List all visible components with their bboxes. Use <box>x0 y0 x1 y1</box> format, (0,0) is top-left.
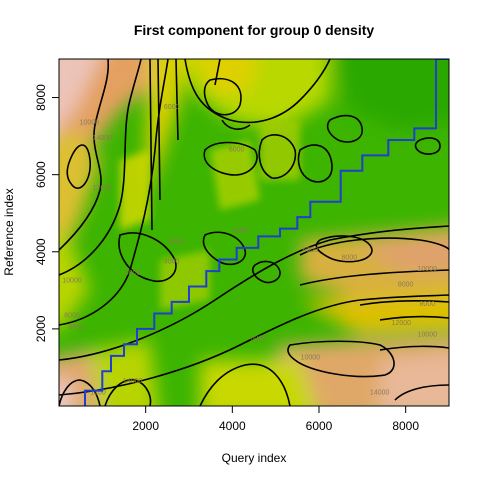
x-tick-label: 4000 <box>219 419 246 433</box>
contour-line <box>149 59 179 231</box>
contour-line <box>59 379 101 406</box>
contour-line <box>203 78 242 116</box>
contour-line <box>299 237 449 286</box>
contour-line <box>118 232 177 282</box>
contour-label: 1200 <box>90 389 106 396</box>
contour-line <box>59 294 449 396</box>
contour-lines <box>59 59 449 406</box>
contour-label: 4000 <box>168 239 184 246</box>
chart-title: First component for group 0 density <box>134 22 375 38</box>
x-tick-label: 6000 <box>306 419 333 433</box>
contour-label: 6000 <box>229 147 245 154</box>
contour-label: 12000 <box>392 320 412 327</box>
contour-label: 14000 <box>370 389 390 396</box>
x-axis-label: Query index <box>222 451 287 465</box>
contour-label: 8000 <box>420 301 436 308</box>
y-tick-label: 8000 <box>34 84 48 111</box>
contour-label: 14000 <box>93 135 113 142</box>
contour-label: 6000 <box>303 247 319 254</box>
contour-line <box>258 134 297 179</box>
y-tick-label: 2000 <box>34 315 48 342</box>
contour-line <box>104 379 152 406</box>
contour-line <box>199 363 291 406</box>
x-axis: 2000 4000 6000 8000 <box>132 405 419 433</box>
contour-label: 8000 <box>69 324 85 331</box>
y-tick-label: 4000 <box>34 238 48 265</box>
contour-label: 10000 <box>80 120 100 127</box>
contour-line <box>414 137 441 155</box>
y-tick-label: 6000 <box>34 161 48 188</box>
contour-label: 10000 <box>301 355 321 362</box>
y-axis-label: Reference index <box>2 188 16 275</box>
contour-line <box>59 59 142 276</box>
contour-label: 6000 <box>251 335 267 342</box>
contour-label: 10000 <box>62 278 82 285</box>
contour-line <box>379 345 449 401</box>
contour-label: 8000 <box>64 312 80 319</box>
contour-line <box>59 59 110 251</box>
contour-line <box>66 144 91 189</box>
y-axis: 2000 4000 6000 8000 <box>34 84 60 342</box>
contour-label: 10000 <box>418 332 438 339</box>
contour-label: 12000 <box>93 185 113 192</box>
contour-label: 6000 <box>164 104 180 111</box>
contour-label: 8000 <box>342 254 358 261</box>
contour-line <box>297 144 333 183</box>
contour-line <box>202 231 247 266</box>
contour-label: 8000 <box>398 281 414 288</box>
contour-line <box>59 225 449 361</box>
contour-label: 10000 <box>418 266 438 273</box>
contour-label: 4000 <box>233 228 249 235</box>
x-tick-label: 2000 <box>132 419 159 433</box>
contour-line <box>252 260 281 284</box>
contour-line <box>184 59 331 124</box>
contour-line <box>359 299 449 321</box>
contour-label: 4000 <box>164 258 180 265</box>
contour-line <box>214 59 251 130</box>
x-tick-label: 8000 <box>392 419 419 433</box>
contour-labels: 10000 14000 12000 10000 8000 6000 4000 6000 4000… <box>62 104 437 396</box>
contour-line <box>326 114 363 143</box>
warping-path <box>84 59 449 406</box>
contour-line <box>203 141 258 176</box>
warping-path-layer <box>84 59 449 406</box>
contour-label: 6000 <box>125 270 141 277</box>
contour-label: 14000 <box>123 378 143 385</box>
contour-line <box>287 340 395 378</box>
contour-line <box>59 59 169 326</box>
contour-line <box>315 235 373 263</box>
